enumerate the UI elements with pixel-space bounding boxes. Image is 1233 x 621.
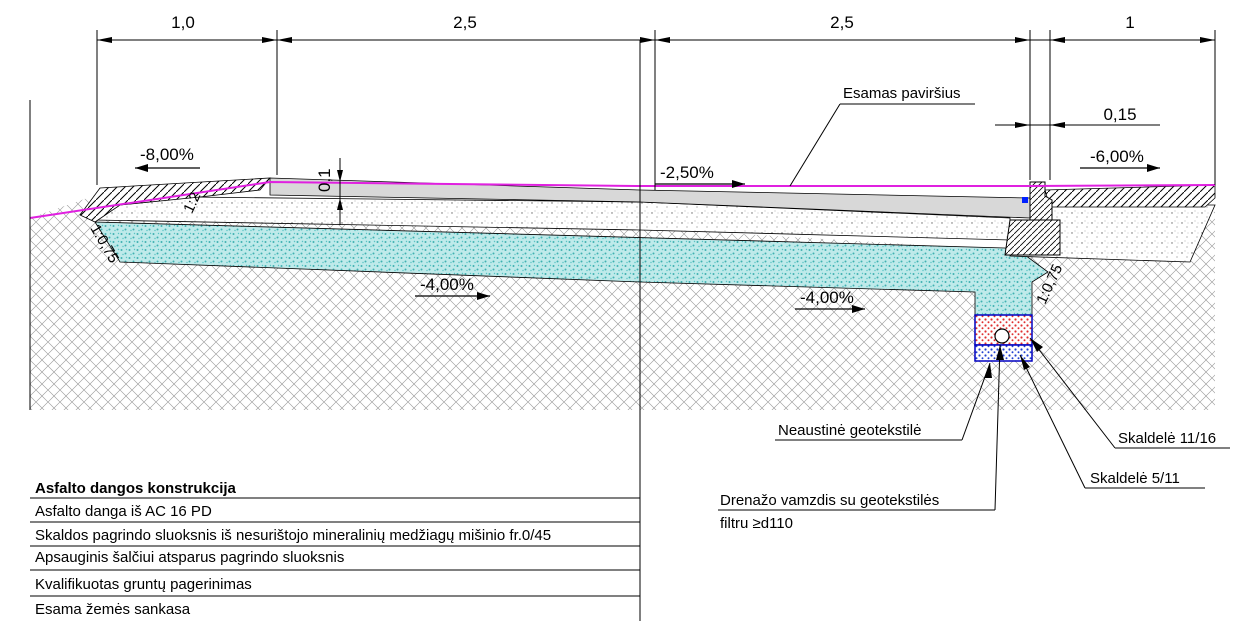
legend-row-crushed-base: Skaldos pagrindo sluoksnis iš nesurištoj… bbox=[35, 527, 551, 544]
slope-sub-right-arrowhead bbox=[852, 305, 865, 313]
callout-drain-arrowhead bbox=[996, 345, 1004, 360]
legend-table bbox=[30, 497, 640, 597]
dim-label-2: 2,5 bbox=[453, 13, 477, 32]
slope-center-arrowhead bbox=[732, 180, 745, 188]
slope-sub-left-label: -4,00% bbox=[420, 275, 474, 294]
legend-row-frost-layer: Apsauginis šalčiui atsparus pagrindo slu… bbox=[35, 549, 344, 566]
right-shoulder-topsoil bbox=[1044, 184, 1216, 208]
dim-label-1: 1,0 bbox=[171, 13, 195, 32]
slope-sub-right-label: -4,00% bbox=[800, 288, 854, 307]
marker-square bbox=[1022, 197, 1028, 203]
callout-existing-surface: Esamas paviršius bbox=[843, 85, 961, 102]
legend-row-asphalt: Asfalto danga iš AC 16 PD bbox=[35, 503, 212, 520]
callout-crushed-5-11: Skaldelė 5/11 bbox=[1090, 470, 1180, 487]
thickness-label: 0,1 bbox=[315, 168, 334, 192]
callout-drain-line1: Drenažo vamzdis su geotekstilės bbox=[720, 492, 939, 509]
callout-crushed-5-11-arrowhead bbox=[1020, 355, 1030, 370]
slope-right-label: -6,00% bbox=[1090, 147, 1144, 166]
slope-left-arrowhead bbox=[135, 164, 148, 172]
dim-label-4: 1 bbox=[1125, 13, 1134, 32]
dim-015-arrow-2 bbox=[1050, 122, 1065, 128]
slope-center-label: -2,50% bbox=[660, 163, 714, 182]
slope-sub-left-arrowhead bbox=[477, 292, 490, 300]
dim-arrows bbox=[97, 37, 1215, 43]
callout-crushed-11-16: Skaldelė 11/16 bbox=[1118, 430, 1216, 447]
callout-crushed-11-16-arrowhead bbox=[1030, 338, 1043, 352]
legend-row-existing-subgrade: Esama žemės sankasa bbox=[35, 601, 191, 618]
thickness-arrow-2 bbox=[337, 198, 343, 210]
drain-pipe bbox=[994, 328, 1010, 344]
legend-title: Asfalto dangos konstrukcija bbox=[35, 480, 237, 497]
callout-geotextile: Neaustinė geotekstilė bbox=[778, 422, 921, 439]
curb-foundation bbox=[1004, 219, 1061, 256]
dim-label-5: 0,15 bbox=[1103, 105, 1136, 124]
dim-label-3: 2,5 bbox=[830, 13, 854, 32]
callout-drain-line2: filtru ≥d110 bbox=[720, 515, 793, 532]
slope-right-arrowhead bbox=[1147, 164, 1160, 172]
callout-crushed-11-16-leader bbox=[1029, 337, 1116, 449]
callout-drain-leader bbox=[994, 344, 1001, 511]
callout-crushed-5-11-leader bbox=[1019, 354, 1086, 489]
callout-surface-leader bbox=[789, 103, 841, 187]
thickness-arrow-1 bbox=[337, 170, 343, 182]
crushed-5-11-fill bbox=[974, 344, 1033, 362]
slope-left-label: -8,00% bbox=[140, 145, 194, 164]
dim-015-arrow-1 bbox=[1015, 122, 1030, 128]
callout-geotextile-arrowhead bbox=[984, 363, 992, 378]
legend-row-soil-improvement: Kvalifikuotas gruntų pagerinimas bbox=[35, 576, 252, 593]
